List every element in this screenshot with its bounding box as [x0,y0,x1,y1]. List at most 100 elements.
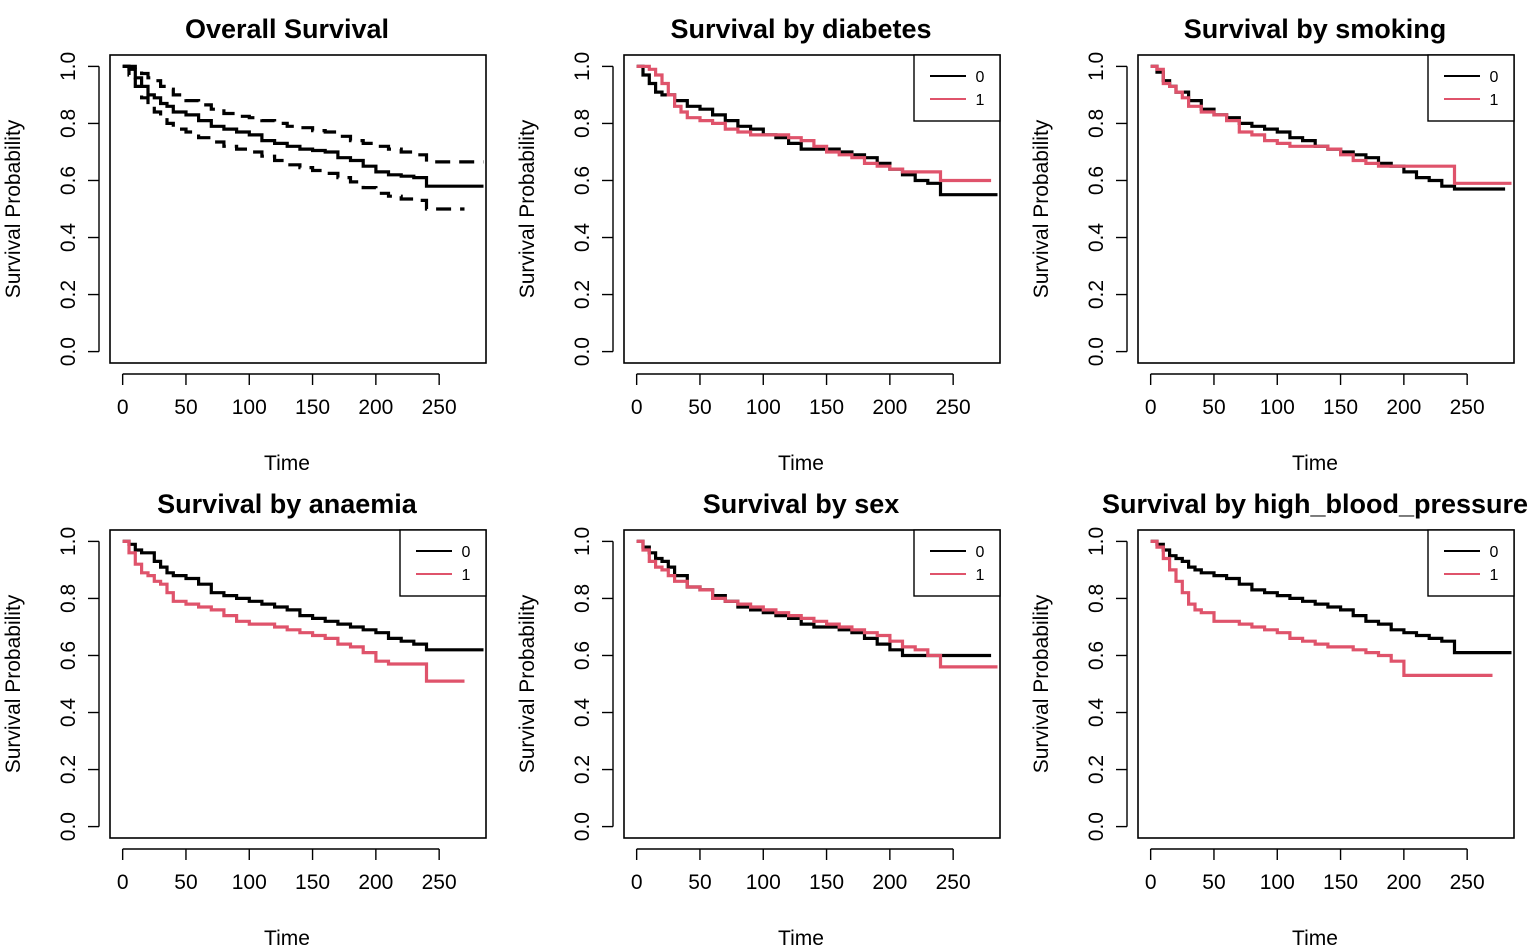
x-tick-label: 0 [1145,871,1157,894]
series-line-group-0 [122,539,484,652]
y-tick-label: 0.8 [57,584,80,613]
x-tick-label: 200 [358,396,393,419]
series-line-group-0 [1150,539,1512,655]
legend-box [1427,529,1515,597]
legend-label: 0 [976,69,985,86]
x-tick-label: 0 [1145,396,1157,419]
series-line-dashed-2 [122,64,465,211]
x-tick-label: 150 [1323,871,1358,894]
legend-box [913,54,1001,122]
series-line-group-1 [122,539,465,683]
y-tick-label: 0.8 [571,584,594,613]
y-tick-label: 1.0 [1085,527,1108,556]
y-tick-label: 0.4 [57,223,80,253]
y-tick-label: 1.0 [1085,52,1108,81]
x-tick-label: 200 [1386,396,1421,419]
legend-label: 0 [1490,69,1499,86]
x-axis-label: Time [264,452,310,475]
x-axis-label: Time [778,927,824,950]
legend-label: 1 [1490,92,1499,109]
y-axis-label: Survival Probability [1030,119,1053,298]
panel-5: Survival by sex 0 50 100 150 200 250 Time 0.0 0.2… [516,489,1001,950]
panel-title: Survival by diabetes [670,14,931,44]
legend-box [399,529,487,597]
x-tick-label: 50 [688,871,711,894]
legend: 01 [913,529,1001,597]
x-tick-label: 250 [936,871,971,894]
panel-title: Survival by sex [703,489,900,519]
x-tick-label: 0 [631,396,643,419]
series-line-dashed-1 [122,64,484,164]
x-tick-label: 100 [746,871,781,894]
plot-frame [1137,54,1515,364]
y-tick-label: 0.8 [571,109,594,138]
x-tick-label: 250 [422,396,457,419]
plot-frame [109,529,487,839]
y-tick-label: 1.0 [571,52,594,81]
y-tick-label: 0.8 [1085,109,1108,138]
legend-label: 1 [462,567,471,584]
legend: 01 [1427,529,1515,597]
y-tick-label: 0.4 [1085,698,1108,728]
plot-frame [623,529,1001,839]
y-tick-label: 0.8 [1085,584,1108,613]
y-tick-label: 0.4 [571,698,594,728]
x-axis-label: Time [1292,452,1338,475]
series-line-group-1 [636,64,992,183]
legend-label: 1 [976,567,985,584]
plot-frame [623,54,1001,364]
plot-frame [109,54,487,364]
legend-label: 1 [1490,567,1499,584]
x-tick-label: 0 [117,871,129,894]
y-tick-label: 0.0 [571,812,594,841]
legend-box [913,529,1001,597]
x-tick-label: 50 [1202,396,1225,419]
y-tick-label: 1.0 [571,527,594,556]
x-tick-label: 250 [422,871,457,894]
legend-label: 0 [976,544,985,561]
x-tick-label: 250 [936,396,971,419]
legend-label: 0 [1490,544,1499,561]
x-tick-label: 150 [809,871,844,894]
series-line-group-1 [1150,64,1512,185]
x-tick-label: 50 [174,396,197,419]
y-tick-label: 0.6 [57,641,80,670]
x-tick-label: 0 [117,396,129,419]
y-tick-label: 0.6 [1085,641,1108,670]
y-tick-label: 0.2 [1085,280,1108,309]
series-line-solid-0 [122,64,484,188]
series-line-group-1 [1150,539,1493,677]
legend: 01 [913,54,1001,122]
x-tick-label: 200 [872,871,907,894]
y-tick-label: 0.0 [571,337,594,366]
x-tick-label: 100 [1260,396,1295,419]
series-line-group-0 [1150,64,1506,191]
x-tick-label: 0 [631,871,643,894]
panel-6: Survival by high_blood_pressure 0 50 100 150… [1030,489,1528,950]
panel-3: Survival by smoking 0 50 100 150 200 250 Time 0.… [1030,14,1515,475]
y-tick-label: 0.2 [571,280,594,309]
legend-box [1427,54,1515,122]
series-line-group-1 [636,539,998,669]
y-axis-label: Survival Probability [1030,594,1053,773]
y-tick-label: 1.0 [57,52,80,81]
x-tick-label: 100 [746,396,781,419]
y-tick-label: 0.0 [1085,812,1108,841]
x-tick-label: 150 [1323,396,1358,419]
plot-frame [1137,529,1515,839]
y-tick-label: 0.2 [57,755,80,784]
y-tick-label: 0.4 [571,223,594,253]
y-tick-label: 0.4 [57,698,80,728]
x-tick-label: 200 [872,396,907,419]
y-tick-label: 0.6 [571,166,594,195]
y-tick-label: 0.8 [57,109,80,138]
panel-title: Survival by high_blood_pressure [1102,489,1528,519]
x-tick-label: 100 [232,871,267,894]
y-tick-label: 0.2 [571,755,594,784]
x-tick-label: 200 [1386,871,1421,894]
y-tick-label: 0.6 [57,166,80,195]
legend-label: 0 [462,544,471,561]
y-tick-label: 0.0 [1085,337,1108,366]
panel-1: Overall Survival 0 50 100 150 200 250 Time 0.0 0.… [2,14,487,475]
